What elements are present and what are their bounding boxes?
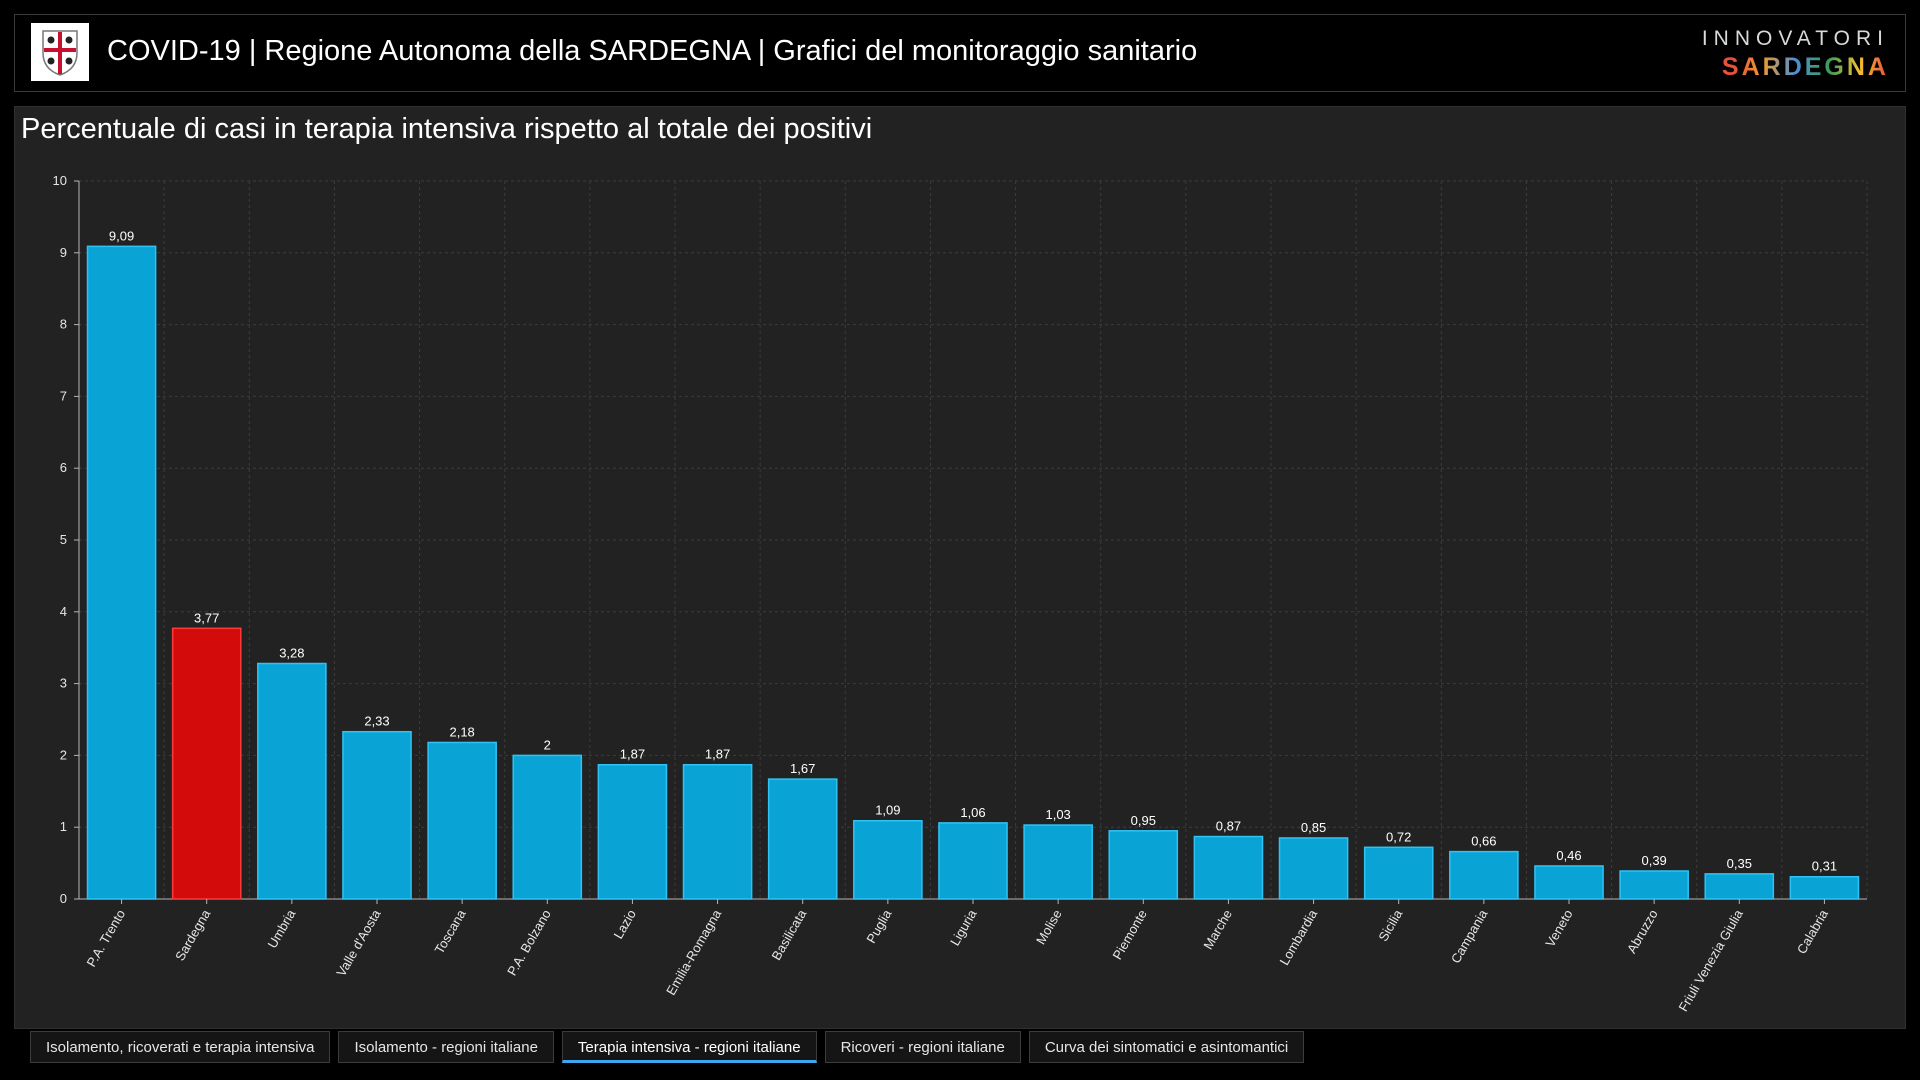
value-label: 2	[544, 737, 551, 752]
tab-5[interactable]: Curva dei sintomatici e asintomantici	[1028, 1031, 1305, 1063]
bar-puglia	[853, 819, 923, 900]
category-label: P.A. Bolzano	[504, 907, 554, 978]
bar-friuli-venezia-giulia	[1704, 873, 1775, 900]
y-tick-label: 0	[60, 891, 67, 906]
tab-bar: Isolamento, ricoverati e terapia intensi…	[30, 1031, 1305, 1065]
tab-4[interactable]: Ricoveri - regioni italiane	[824, 1031, 1021, 1063]
bar-campania	[1449, 850, 1519, 900]
category-label: Toscana	[432, 906, 470, 956]
value-label: 2,33	[364, 714, 389, 729]
bar-lombardia	[1278, 837, 1349, 900]
bar-sicilia	[1363, 846, 1434, 900]
bar-piemonte	[1108, 830, 1179, 900]
y-tick-label: 9	[60, 245, 67, 260]
y-tick-label: 10	[53, 173, 67, 188]
value-label: 0,46	[1556, 848, 1581, 863]
value-label: 0,85	[1301, 820, 1326, 835]
bar-lazio	[597, 763, 668, 900]
value-label: 0,39	[1641, 853, 1666, 868]
value-label: 1,67	[790, 761, 815, 776]
bar-calabria	[1789, 875, 1860, 900]
y-tick-label: 8	[60, 317, 67, 332]
value-label: 0,72	[1386, 829, 1411, 844]
category-label: Sardegna	[172, 906, 214, 963]
bar-abruzzo	[1619, 870, 1689, 900]
category-label: Lombardia	[1276, 906, 1320, 967]
category-label: Sicilia	[1375, 906, 1405, 944]
value-label: 0,35	[1727, 856, 1752, 871]
y-tick-label: 3	[60, 676, 67, 691]
bar-emilia-romagna	[682, 763, 753, 900]
category-label: Friuli Venezia Giulia	[1675, 906, 1746, 1014]
value-label: 0,95	[1131, 813, 1156, 828]
category-label: Molise	[1033, 907, 1065, 947]
y-tick-label: 1	[60, 819, 67, 834]
value-label: 1,09	[875, 803, 900, 818]
app-title: COVID-19 | Regione Autonoma della SARDEG…	[107, 35, 1198, 67]
category-label: Veneto	[1542, 907, 1575, 950]
category-label: Lazio	[610, 907, 639, 941]
bar-marche	[1193, 835, 1264, 900]
y-tick-label: 5	[60, 532, 67, 547]
value-label: 1,06	[960, 805, 985, 820]
bar-valle-d-aosta	[342, 730, 412, 900]
bar-liguria	[938, 822, 1008, 900]
value-label: 0,31	[1812, 859, 1837, 874]
category-label: Piemonte	[1109, 907, 1149, 962]
header-bar: COVID-19 | Regione Autonoma della SARDEG…	[14, 14, 1906, 92]
y-tick-label: 2	[60, 747, 67, 762]
category-label: Liguria	[947, 906, 980, 948]
y-tick-label: 4	[60, 604, 67, 619]
bar-chart: 0 1 2 3 4 5 6 7 8 9 10 9,09 P.A. Trento 3,77 Sardegna 3…	[53, 173, 1868, 1014]
value-label: 9,09	[109, 228, 134, 243]
bar-toscana	[427, 741, 497, 900]
bar-veneto	[1534, 865, 1604, 900]
tab-1[interactable]: Isolamento, ricoverati e terapia intensi…	[30, 1031, 331, 1063]
value-label: 2,18	[449, 724, 474, 739]
bar-umbria	[257, 662, 327, 900]
y-tick-label: 6	[60, 460, 67, 475]
category-label: Abruzzo	[1624, 907, 1661, 956]
category-label: Emilia-Romagna	[663, 906, 724, 997]
bar-sardegna	[171, 627, 242, 900]
category-label: Calabria	[1794, 906, 1832, 956]
brand-bottom-text: SARDEGNA	[1702, 53, 1889, 82]
category-label: Valle d'Aosta	[333, 906, 384, 979]
category-label: Puglia	[863, 906, 894, 945]
sardinia-flag-icon	[31, 23, 89, 81]
category-label: Campania	[1448, 906, 1491, 965]
category-label: Umbria	[265, 906, 299, 950]
region-crest-logo	[31, 23, 89, 81]
chart-panel: Percentuale di casi in terapia intensiva…	[14, 106, 1906, 1029]
chart-title: Percentuale di casi in terapia intensiva…	[21, 113, 873, 145]
value-label: 1,87	[620, 747, 645, 762]
value-label: 3,77	[194, 610, 219, 625]
bar-basilicata	[767, 778, 838, 900]
bar-molise	[1023, 824, 1093, 900]
bar-p-a-trento	[86, 245, 157, 900]
value-label: 1,87	[705, 747, 730, 762]
y-tick-label: 7	[60, 388, 67, 403]
value-label: 1,03	[1045, 807, 1070, 822]
value-label: 0,87	[1216, 819, 1241, 834]
category-label: Basilicata	[769, 906, 810, 962]
category-label: P.A. Trento	[83, 907, 128, 969]
bar-p-a-bolzano	[512, 754, 583, 900]
value-label: 0,66	[1471, 834, 1496, 849]
category-label: Marche	[1200, 907, 1235, 952]
brand-top-text: INNOVATORI	[1701, 27, 1889, 50]
innovatori-sardegna-logo: INNOVATORI SARDEGNA	[1702, 27, 1889, 82]
tab-2[interactable]: Isolamento - regioni italiane	[338, 1031, 554, 1063]
value-label: 3,28	[279, 645, 304, 660]
tab-3[interactable]: Terapia intensiva - regioni italiane	[561, 1031, 817, 1063]
